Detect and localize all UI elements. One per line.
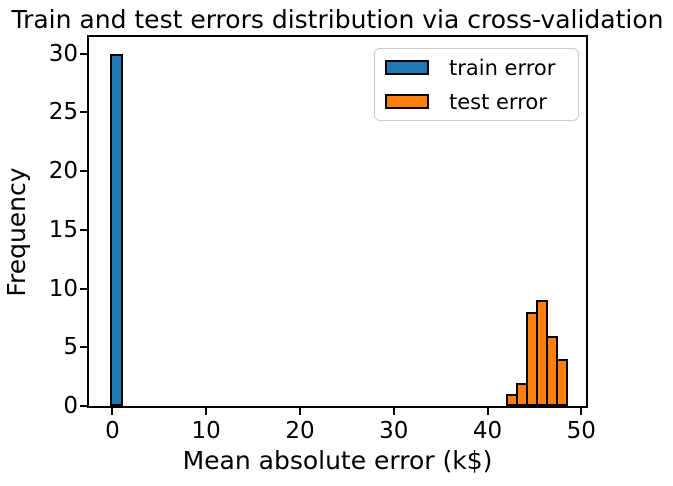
y-tick-label: 15 — [48, 216, 78, 243]
legend-swatch-test-error — [385, 94, 429, 109]
y-tick — [80, 111, 89, 114]
legend-label-test-error: test error — [449, 89, 547, 114]
legend-swatch-train-error — [385, 60, 429, 75]
x-tick — [205, 406, 208, 415]
x-tick-label: 0 — [105, 418, 120, 444]
y-tick-label: 30 — [48, 40, 78, 67]
legend-entry-train-error: train error — [385, 54, 568, 82]
legend: train error test error — [374, 48, 579, 121]
histogram-bar-test-error — [556, 359, 568, 406]
x-tick-label: 20 — [285, 418, 315, 444]
plot-area: train error test error 0 10 20 30 40 50 0 5 10 15… — [49, 35, 596, 444]
y-tick-label: 25 — [48, 99, 78, 126]
y-tick — [80, 405, 89, 407]
x-tick — [299, 406, 301, 415]
legend-entry-test-error: test error — [385, 88, 568, 116]
x-tick-label: 30 — [379, 418, 409, 444]
y-tick-label: 0 — [63, 393, 78, 419]
y-axis-label: Frequency — [2, 167, 31, 297]
x-tick — [486, 406, 489, 415]
x-tick-label: 50 — [566, 418, 596, 444]
x-tick — [580, 406, 583, 415]
y-tick — [80, 346, 89, 349]
y-tick-label: 10 — [48, 275, 78, 302]
y-tick-label: 5 — [63, 334, 78, 361]
y-tick-label: 20 — [48, 158, 78, 184]
y-tick — [80, 287, 89, 290]
y-tick — [80, 170, 89, 172]
x-tick-label: 10 — [191, 418, 221, 444]
x-tick — [392, 406, 395, 415]
x-tick — [111, 406, 114, 415]
legend-label-train-error: train error — [449, 55, 556, 80]
x-axis-label: Mean absolute error (k$) — [182, 446, 493, 475]
y-tick — [80, 228, 89, 231]
x-tick-label: 40 — [472, 418, 503, 444]
histogram-bar-train-error — [109, 53, 123, 406]
y-tick — [80, 52, 89, 55]
chart-title: Train and test errors distribution via c… — [11, 5, 664, 34]
